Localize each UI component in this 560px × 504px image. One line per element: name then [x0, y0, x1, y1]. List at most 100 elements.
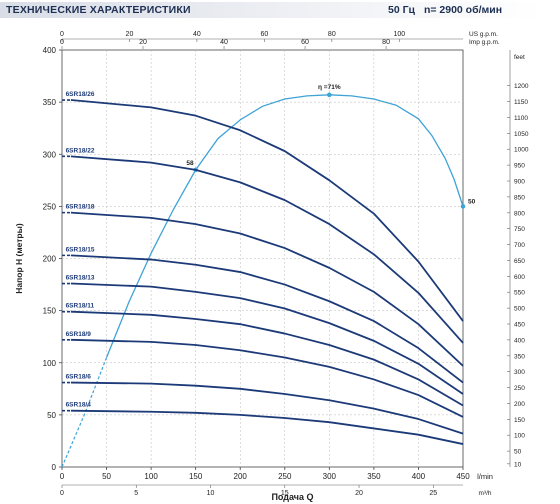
us-gpm-tick-label: 80 [328, 31, 336, 38]
pump-curve-label: 6SR18/4 [66, 402, 92, 409]
y-axis-label: Напор H (метры) [14, 223, 24, 294]
y-tick-label: 300 [43, 150, 57, 159]
feet-tick-label: 950 [514, 163, 525, 170]
imp-gpm-tick-label: 0 [60, 39, 64, 46]
feet-tick-label: 300 [514, 369, 525, 376]
pump-curve-line [70, 310, 464, 407]
x-tick-label: 350 [367, 472, 381, 481]
m3h-tick-label: 25 [429, 490, 437, 497]
m3h-tick-label: 15 [281, 490, 289, 497]
us-gpm-tick-label: 0 [60, 31, 64, 38]
feet-tick-label: 200 [514, 401, 525, 408]
pump-curve-line [70, 211, 464, 367]
pump-curve-line [70, 409, 464, 445]
feet-tick-label: 450 [514, 322, 525, 329]
y-tick-label: 0 [52, 463, 57, 472]
pump-curve-label: 6SR18/6 [66, 374, 92, 381]
pump-curve-line [70, 338, 464, 418]
pump-curve-label: 6SR18/11 [66, 303, 95, 310]
us-gpm-tick-label: 60 [260, 31, 268, 38]
feet-tick-label: 1050 [514, 131, 529, 138]
x-tick-label: 250 [278, 472, 292, 481]
page-title: ТЕХНИЧЕСКИЕ ХАРАКТЕРИСТИКИ [6, 4, 191, 16]
feet-tick-label: 1100 [514, 115, 528, 122]
speed-label: n= 2900 об/мин [423, 4, 503, 16]
feet-tick-label: 800 [514, 210, 525, 217]
feet-tick-label: 400 [514, 337, 525, 344]
efficiency-marker-label: η =71% [318, 84, 341, 91]
header-band [0, 2, 542, 18]
pump-curve-line [70, 254, 464, 384]
feet-tick-label: 150 [514, 417, 525, 424]
pump-curve-label: 6SR18/26 [66, 91, 95, 98]
x-tick-label: 0 [60, 472, 65, 481]
x-tick-label: 400 [412, 472, 426, 481]
pump-performance-chart: 0 50 100 150 200 250 300 350 400 450 l/min05010015… [14, 31, 529, 502]
pump-curve-line [70, 155, 464, 344]
feet-tick-label: 1000 [514, 147, 529, 154]
x-unit-label: l/min [477, 472, 493, 481]
us-gpm-tick-label: 100 [393, 31, 405, 38]
y-tick-label: 250 [43, 202, 57, 211]
x-tick-label: 150 [189, 472, 203, 481]
y-tick-label: 400 [43, 46, 57, 55]
x-tick-label: 450 [456, 472, 470, 481]
imp-gpm-tick-label: 40 [220, 39, 228, 46]
m3h-tick-label: 20 [355, 490, 363, 497]
pump-curve-label: 6SR18/22 [66, 147, 95, 154]
imp-gpm-tick-label: 20 [139, 39, 147, 46]
m3h-tick-label: 0 [60, 490, 64, 497]
imp-gpm-tick-label: 80 [382, 39, 390, 46]
m3h-unit-label: m³/h [479, 490, 492, 497]
m3h-tick-label: 10 [207, 490, 215, 497]
y-tick-label: 100 [43, 359, 57, 368]
frequency-label: 50 Гц [388, 4, 416, 16]
feet-tick-label: 850 [514, 194, 525, 201]
header: ТЕХНИЧЕСКИЕ ХАРАКТЕРИСТИКИ 50 Гц n= 2900… [0, 0, 560, 20]
feet-tick-label: 700 [514, 242, 525, 249]
x-tick-label: 300 [323, 472, 337, 481]
pump-curve-line [70, 99, 464, 322]
efficiency-curve-dashed [61, 357, 108, 468]
feet-tick-label: 750 [514, 226, 525, 233]
feet-tick-label: 250 [514, 385, 525, 392]
efficiency-marker [327, 92, 332, 98]
pump-curve-label: 6SR18/18 [66, 204, 95, 211]
pump-curve-line [70, 282, 464, 395]
header-specs: 50 Гц n= 2900 об/мин [388, 4, 508, 16]
pump-curve-label: 6SR18/9 [66, 331, 92, 338]
feet-tick-label: 500 [514, 306, 525, 313]
efficiency-marker [460, 204, 466, 209]
m3h-tick-label: 5 [134, 490, 138, 497]
efficiency-marker-label: 58 [186, 160, 194, 167]
imp-gpm-tick-label: 60 [301, 39, 309, 46]
feet-tick-label: 100 [514, 433, 525, 440]
y-tick-label: 350 [43, 98, 57, 107]
y-tick-label: 50 [47, 411, 56, 420]
pump-curve-line [70, 381, 464, 435]
x-tick-label: 200 [234, 472, 248, 481]
x-axis-label: Подача Q [271, 492, 313, 502]
us-gpm-tick-label: 20 [126, 31, 134, 38]
feet-tick-label: 50 [514, 449, 522, 456]
feet-tick-label: 600 [514, 274, 525, 281]
y-tick-label: 150 [43, 307, 57, 316]
feet-tick-label: 550 [514, 290, 525, 297]
pump-curve-label: 6SR18/15 [66, 246, 95, 253]
x-tick-label: 100 [144, 472, 158, 481]
pump-curve-label: 6SR18/13 [66, 275, 95, 282]
efficiency-marker-label: 50 [468, 198, 476, 205]
us-gpm-unit-label: US g.p.m. [469, 31, 498, 38]
feet-tick-label: 1150 [514, 99, 528, 106]
y-tick-label: 200 [43, 255, 57, 264]
feet-tick-label: 10 [514, 461, 522, 468]
us-gpm-tick-label: 40 [193, 31, 201, 38]
x-tick-label: 50 [102, 472, 111, 481]
feet-tick-label: 1200 [514, 83, 529, 90]
imp-gpm-unit-label: Imp g.p.m. [469, 39, 500, 46]
feet-tick-label: 900 [514, 179, 525, 186]
feet-tick-label: 650 [514, 258, 525, 265]
efficiency-curve [105, 94, 464, 358]
feet-unit-label: feet [514, 54, 525, 61]
feet-tick-label: 350 [514, 353, 525, 360]
